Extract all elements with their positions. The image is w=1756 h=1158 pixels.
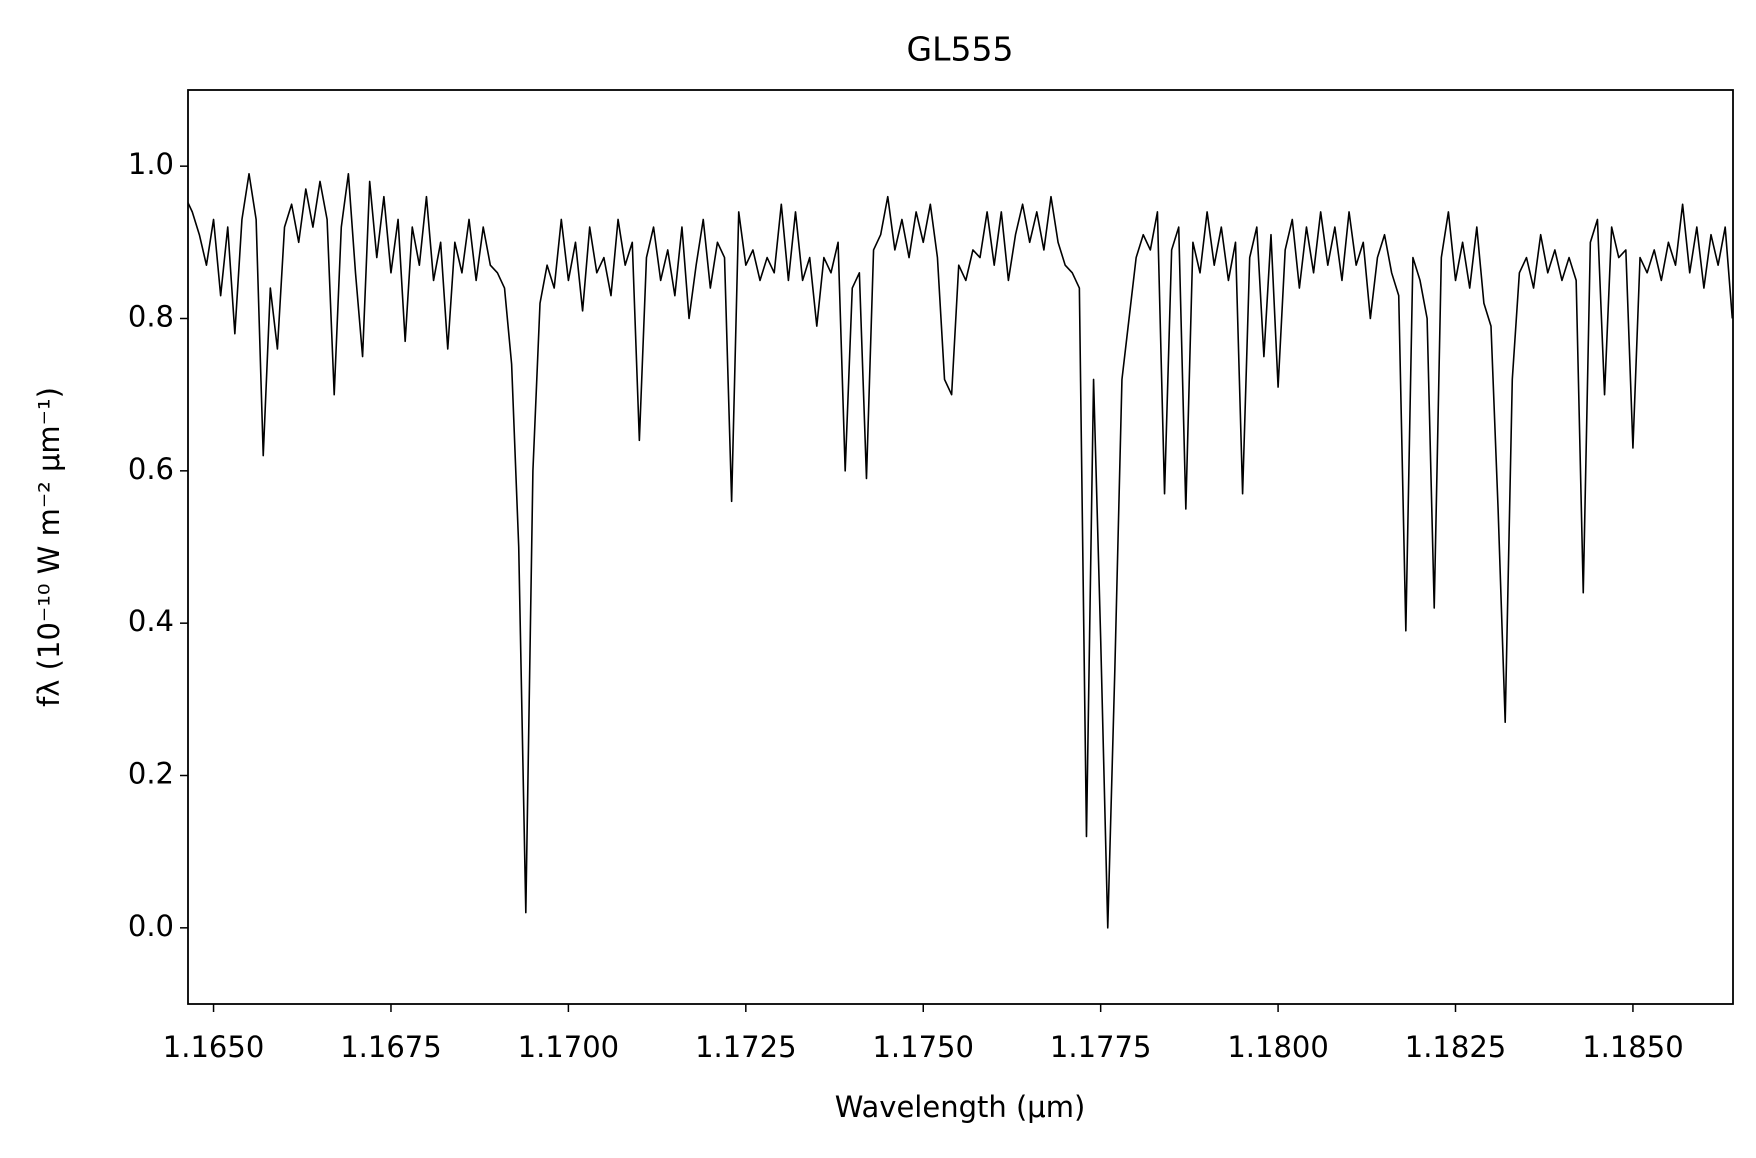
spectrum-line: [188, 172, 1733, 929]
y-tick-label: 1.0: [128, 147, 174, 181]
x-tick-label: 1.1650: [163, 1030, 264, 1064]
x-tick-label: 1.1775: [1050, 1030, 1151, 1064]
x-tick-label: 1.1675: [340, 1030, 441, 1064]
x-tick-label: 1.1800: [1227, 1030, 1328, 1064]
x-tick-label: 1.1750: [872, 1030, 973, 1064]
y-tick-label: 0.4: [128, 604, 174, 638]
plot-frame: [187, 89, 1734, 1005]
x-tick-label: 1.1850: [1582, 1030, 1683, 1064]
y-tick-label: 0.8: [128, 300, 174, 334]
x-axis-label: Wavelength (μm): [835, 1090, 1086, 1124]
y-tick-label: 0.2: [128, 757, 174, 791]
y-tick-label: 0.0: [128, 909, 174, 943]
y-axis-label: fλ (10⁻¹⁰ W m⁻² μm⁻¹): [32, 387, 66, 707]
chart-title: GL555: [907, 30, 1014, 69]
y-tick-label: 0.6: [128, 452, 174, 486]
x-tick-label: 1.1700: [518, 1030, 619, 1064]
x-tick-label: 1.1725: [695, 1030, 796, 1064]
x-tick-label: 1.1825: [1405, 1030, 1506, 1064]
